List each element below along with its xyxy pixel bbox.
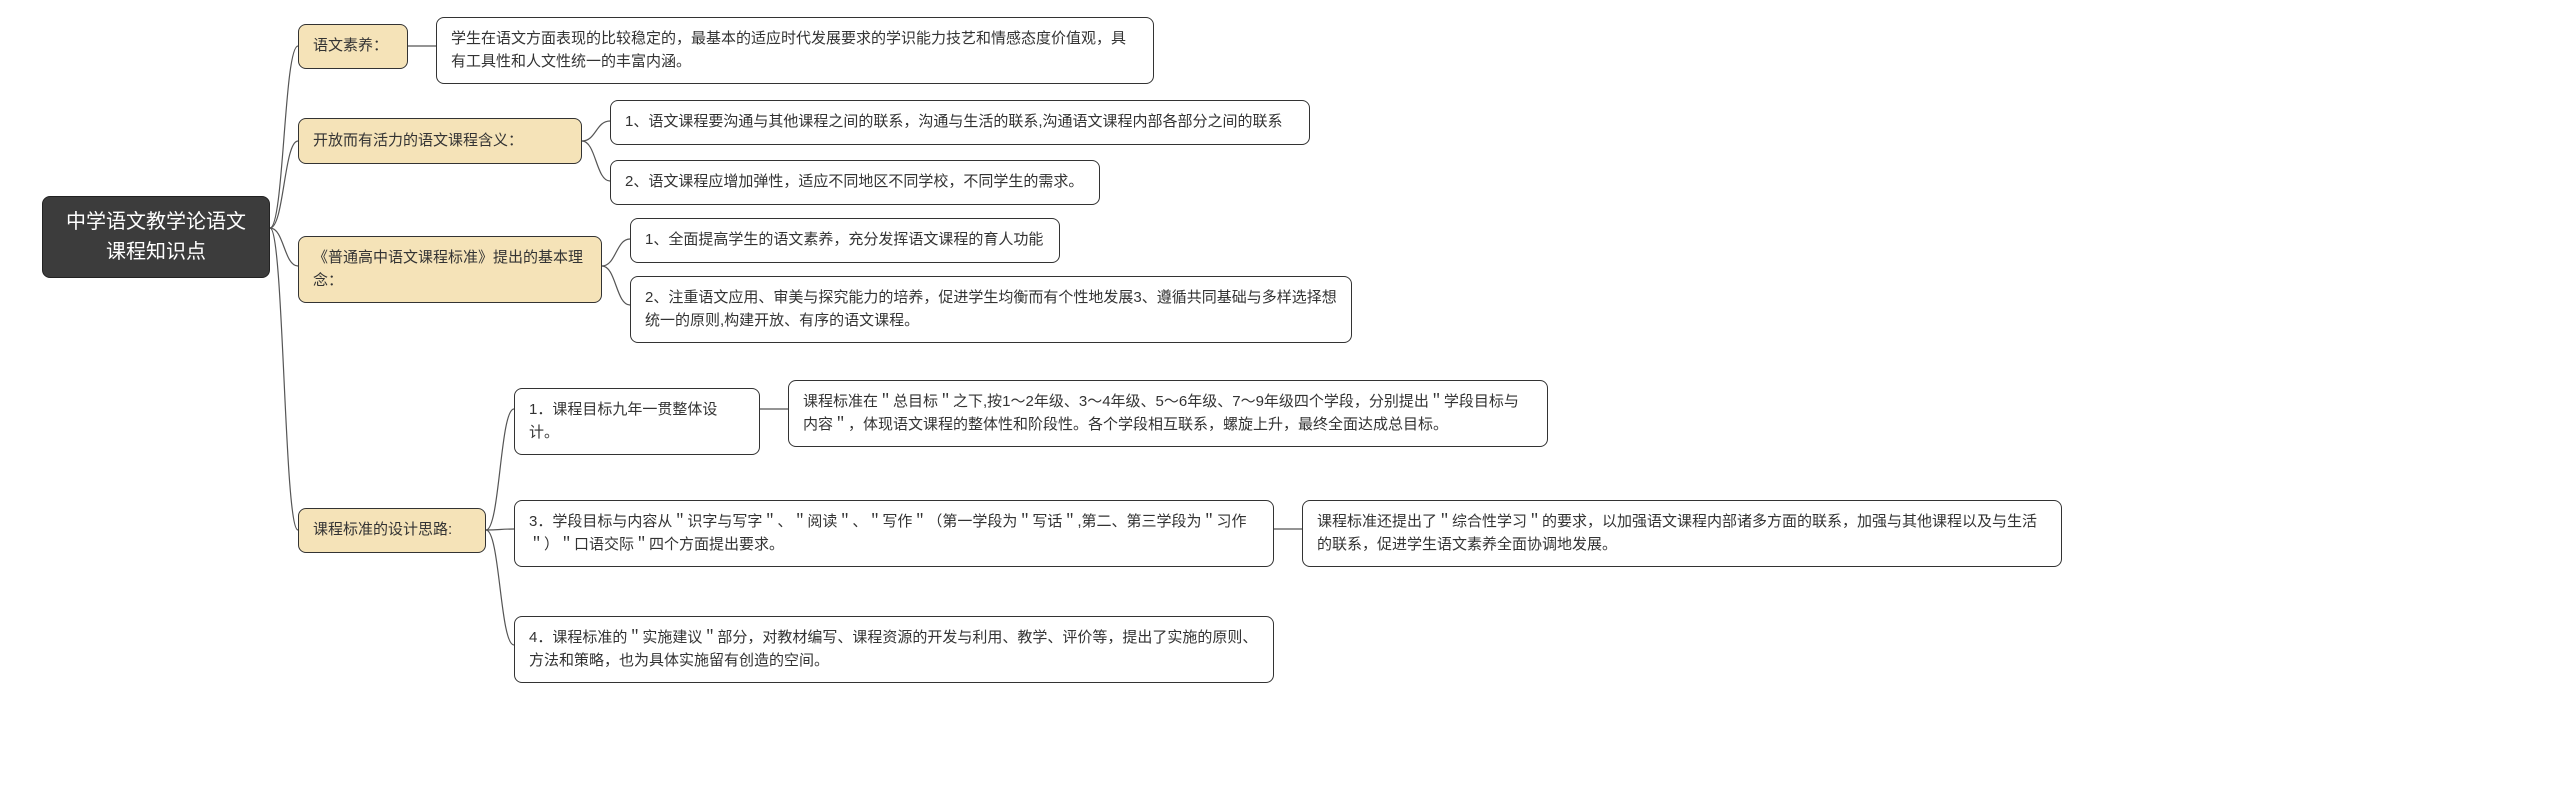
branch-label: 课程标准的设计思路: (313, 519, 452, 542)
branch-kaifang[interactable]: 开放而有活力的语文课程含义： (298, 118, 582, 164)
leaf-sheji-1-detail[interactable]: 课程标准在＂总目标＂之下,按1～2年级、3～4年级、5～6年级、7～9年级四个学… (788, 380, 1548, 447)
leaf-text: 课程标准还提出了＂综合性学习＂的要求，以加强语文课程内部诸多方面的联系，加强与其… (1317, 511, 2047, 556)
leaf-sheji-3-detail[interactable]: 课程标准还提出了＂综合性学习＂的要求，以加强语文课程内部诸多方面的联系，加强与其… (1302, 500, 2062, 567)
leaf-text: 学生在语文方面表现的比较稳定的，最基本的适应时代发展要求的学识能力技艺和情感态度… (451, 28, 1139, 73)
root-node[interactable]: 中学语文教学论语文课程知识点 (42, 196, 270, 278)
leaf-kaifang-2[interactable]: 2、语文课程应增加弹性，适应不同地区不同学校，不同学生的需求。 (610, 160, 1100, 205)
branch-suyang[interactable]: 语文素养： (298, 24, 408, 69)
branch-sheji[interactable]: 课程标准的设计思路: (298, 508, 486, 553)
leaf-kaifang-1[interactable]: 1、语文课程要沟通与其他课程之间的联系，沟通与生活的联系,沟通语文课程内部各部分… (610, 100, 1310, 145)
leaf-biaozhun-2[interactable]: 2、注重语文应用、审美与探究能力的培养，促进学生均衡而有个性地发展3、遵循共同基… (630, 276, 1352, 343)
leaf-sheji-1[interactable]: 1．课程目标九年一贯整体设计。 (514, 388, 760, 455)
leaf-sheji-3[interactable]: 3．学段目标与内容从＂识字与写字＂、＂阅读＂、＂写作＂（第一学段为＂写话＂,第二… (514, 500, 1274, 567)
leaf-text: 1、语文课程要沟通与其他课程之间的联系，沟通与生活的联系,沟通语文课程内部各部分… (625, 111, 1283, 134)
branch-label: 语文素养： (313, 35, 388, 58)
leaf-sheji-4[interactable]: 4．课程标准的＂实施建议＂部分，对教材编写、课程资源的开发与利用、教学、评价等，… (514, 616, 1274, 683)
leaf-text: 2、注重语文应用、审美与探究能力的培养，促进学生均衡而有个性地发展3、遵循共同基… (645, 287, 1337, 332)
leaf-text: 3．学段目标与内容从＂识字与写字＂、＂阅读＂、＂写作＂（第一学段为＂写话＂,第二… (529, 511, 1259, 556)
mindmap-canvas: 中学语文教学论语文课程知识点 语文素养： 学生在语文方面表现的比较稳定的，最基本… (0, 0, 2560, 797)
leaf-suyang-def[interactable]: 学生在语文方面表现的比较稳定的，最基本的适应时代发展要求的学识能力技艺和情感态度… (436, 17, 1154, 84)
branch-biaozhun[interactable]: 《普通高中语文课程标准》提出的基本理念： (298, 236, 602, 303)
leaf-text: 1、全面提高学生的语文素养，充分发挥语文课程的育人功能 (645, 229, 1043, 252)
leaf-text: 2、语文课程应增加弹性，适应不同地区不同学校，不同学生的需求。 (625, 171, 1083, 194)
leaf-text: 1．课程目标九年一贯整体设计。 (529, 399, 745, 444)
leaf-biaozhun-1[interactable]: 1、全面提高学生的语文素养，充分发挥语文课程的育人功能 (630, 218, 1060, 263)
branch-label: 开放而有活力的语文课程含义： (313, 130, 523, 153)
leaf-text: 课程标准在＂总目标＂之下,按1～2年级、3～4年级、5～6年级、7～9年级四个学… (803, 391, 1533, 436)
root-label: 中学语文教学论语文课程知识点 (57, 207, 255, 267)
leaf-text: 4．课程标准的＂实施建议＂部分，对教材编写、课程资源的开发与利用、教学、评价等，… (529, 627, 1259, 672)
branch-label: 《普通高中语文课程标准》提出的基本理念： (313, 247, 587, 292)
